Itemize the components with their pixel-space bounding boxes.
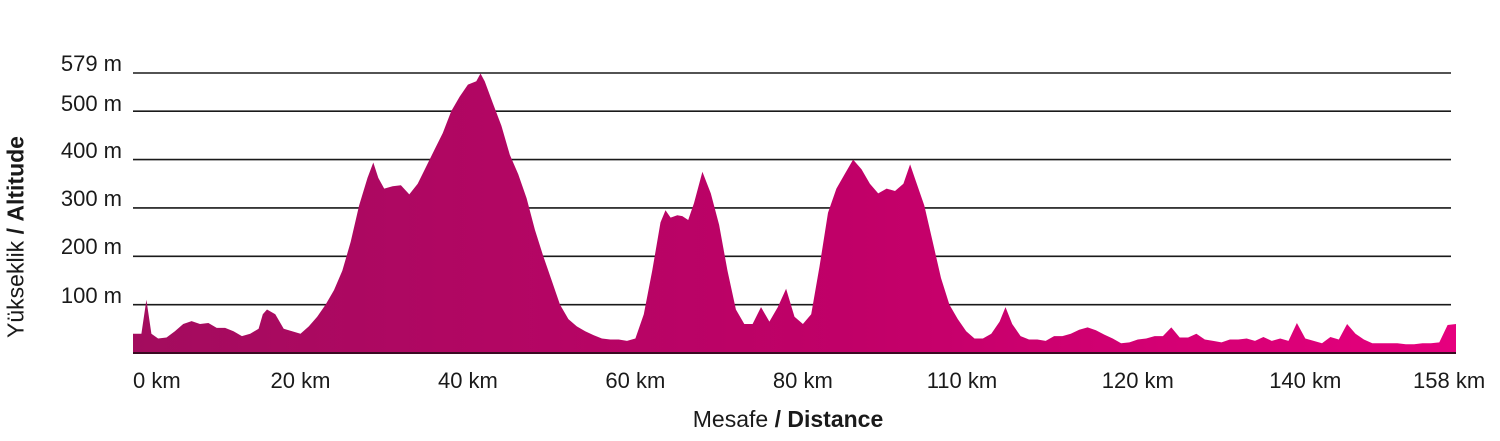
x-tick-label: 40 km	[437, 368, 498, 393]
gridlines	[133, 72, 1451, 306]
x-tick-label: 140 km	[1269, 368, 1342, 393]
x-tick-label: 0 km	[133, 368, 181, 393]
x-tick-label: 110 km	[926, 368, 998, 393]
y-tick-label: 200 m	[60, 234, 122, 260]
x-tick-label: 158 km	[1413, 368, 1486, 393]
y-tick-label: 579 m	[60, 51, 122, 76]
elevation-area	[133, 73, 1456, 353]
y-axis-title-primary: Yükseklik	[2, 240, 29, 338]
y-tick-label: 300 m	[60, 185, 122, 211]
x-axis-title: Mesafe / Distance	[693, 406, 883, 433]
x-axis-title-primary: Mesafe	[692, 406, 769, 432]
x-tick-label: 80 km	[772, 368, 833, 393]
y-axis-title-separator: /	[2, 228, 29, 235]
y-axis-title-secondary: Altitude	[2, 136, 29, 222]
y-tick-label: 400 m	[60, 137, 122, 163]
x-tick-label: 20 km	[270, 368, 331, 393]
x-axis-title-secondary: Distance	[787, 406, 884, 432]
y-axis-title: Yükseklik / Altitude	[3, 136, 30, 338]
y-tick-label: 500 m	[60, 91, 122, 117]
x-axis-title-separator: /	[774, 406, 781, 432]
x-tick-label: 60 km	[605, 368, 666, 393]
x-tick-label: 120 km	[1101, 368, 1174, 393]
y-tick-label: 100 m	[60, 282, 122, 308]
